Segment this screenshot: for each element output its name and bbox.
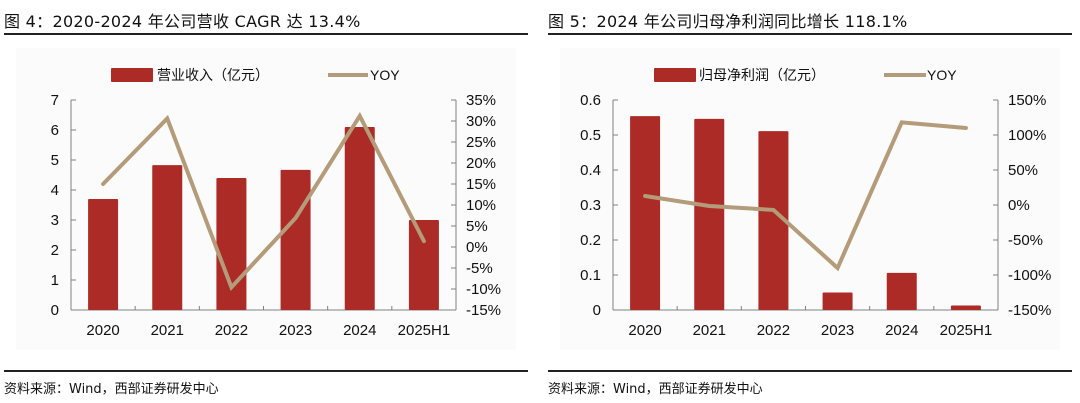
right-axis-tick-label: 30% [466,113,496,130]
right-axis-tick-label: 0% [1008,197,1030,214]
right-axis-tick-label: 0% [466,239,488,256]
left-axis-tick-label: 1 [51,272,59,289]
right-axis-tick-label: -10% [466,281,501,298]
right-axis-tick-label: 10% [466,197,496,214]
revenue-chart: 营业收入（亿元） YOY 0 1 2 3 4 5 6 7 -15% -10% -5% 0% 5% 10% 1… [51,67,501,339]
source-divider [4,370,528,372]
x-axis-tick-label: 2020 [628,322,661,339]
bar [822,292,853,310]
x-axis-tick-label: 2020 [86,322,119,339]
left-axis-tick-label: 0.6 [580,92,601,109]
legend-line-label: YOY [370,67,400,83]
right-axis-tick-label: 15% [466,176,496,193]
x-axis-tick-label: 2021 [693,322,726,339]
bar [88,199,119,310]
source-note: 资料来源：Wind，西部证券研发中心 [4,382,219,397]
source-note: 资料来源：Wind，西部证券研发中心 [548,382,763,397]
axes: 0 1 2 3 4 5 6 7 -15% -10% -5% 0% 5% 10% 15% 20% 25% 30% 35… [51,92,501,339]
left-axis-tick-label: 0.2 [580,232,601,249]
left-axis-tick-label: 0.5 [580,127,601,144]
right-axis-tick-label: -150% [1008,302,1051,319]
right-axis-tick-label: 50% [1008,162,1038,179]
right-axis-tick-label: 20% [466,155,496,172]
x-axis-tick-label: 2023 [279,322,312,339]
x-axis-tick-label: 2022 [215,322,248,339]
title-divider [4,33,528,35]
x-axis-tick-label: 2025H1 [398,322,451,339]
left-axis-tick-label: 2 [51,242,59,259]
figure-5-panel: 图 5：2024 年公司归母净利润同比增长 118.1% 归母净利润（亿元） Y… [548,0,1076,403]
right-axis-tick-label: 25% [466,134,496,151]
bar [152,165,183,310]
bar [344,127,375,310]
left-axis-tick-label: 0.3 [580,197,601,214]
left-axis-tick-label: 6 [51,122,59,139]
left-axis-tick-label: 0 [593,302,601,319]
legend-line-label: YOY [927,67,957,83]
legend-bar-label: 归母净利润（亿元） [699,67,825,83]
bar [950,305,981,310]
axes: 0 0.1 0.2 0.3 0.4 0.5 0.6 -150% -100% -50% 0% 50% 10… [580,92,1051,339]
legend: 归母净利润（亿元） YOY [654,67,957,83]
figure-4-panel: 图 4：2020-2024 年公司营收 CAGR 达 13.4% 营业收入（亿元… [4,0,532,403]
right-axis-tick-label: 35% [466,92,496,109]
left-axis-tick-label: 5 [51,152,59,169]
left-axis-tick-label: 0.1 [580,267,601,284]
source-divider [548,370,1072,372]
bar [630,116,661,310]
legend-bar-swatch [111,68,153,82]
bar-series [630,116,981,311]
x-axis-tick-label: 2025H1 [940,322,993,339]
bar [694,118,725,311]
right-axis-tick-label: 150% [1008,92,1046,109]
left-axis-tick-label: 4 [51,182,59,199]
yoy-line [101,111,426,292]
title-divider [548,33,1072,35]
right-axis-tick-label: 100% [1008,127,1046,144]
legend: 营业收入（亿元） YOY [111,67,400,83]
line-series [101,111,426,292]
legend-bar-swatch [654,68,696,82]
net-profit-chart: 归母净利润（亿元） YOY 0 0.1 0.2 0.3 0.4 0.5 0.6 -150% -1… [580,67,1051,339]
figure-title: 图 4：2020-2024 年公司营收 CAGR 达 13.4% [4,12,361,31]
left-axis-tick-label: 0.4 [580,162,601,179]
x-axis-tick-label: 2024 [885,322,918,339]
line-series [643,120,968,272]
x-axis-tick-label: 2023 [821,322,854,339]
bar [408,220,439,310]
bar-series [88,127,439,310]
right-axis-tick-label: -5% [466,260,493,277]
right-axis-tick-label: 5% [466,218,488,235]
x-axis-tick-label: 2022 [757,322,790,339]
figure-title: 图 5：2024 年公司归母净利润同比增长 118.1% [548,12,908,31]
bar [280,169,311,310]
right-axis-tick-label: -100% [1008,267,1051,284]
left-axis-tick-label: 7 [51,92,59,109]
right-axis-tick-label: -50% [1008,232,1043,249]
left-axis-tick-label: 3 [51,212,59,229]
left-axis-tick-label: 0 [51,302,59,319]
legend-bar-label: 营业收入（亿元） [157,67,269,83]
x-axis-tick-label: 2021 [151,322,184,339]
bar [886,272,917,310]
right-axis-tick-label: -15% [466,302,501,319]
x-axis-tick-label: 2024 [343,322,376,339]
yoy-line [643,120,968,272]
bar [758,131,789,310]
